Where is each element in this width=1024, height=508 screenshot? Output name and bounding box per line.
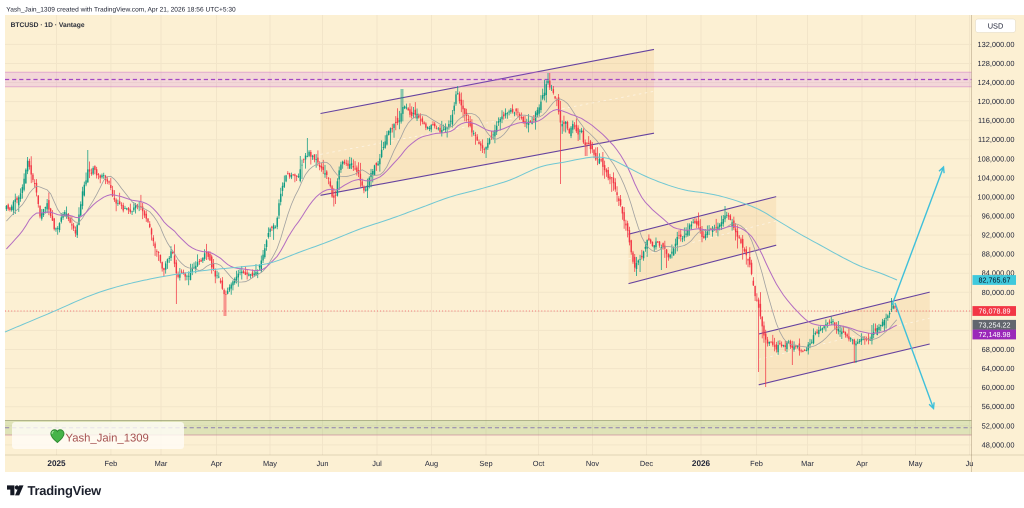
- svg-text:73,254.22: 73,254.22: [979, 320, 1011, 329]
- svg-text:80,000.00: 80,000.00: [982, 288, 1015, 297]
- svg-text:104,000.00: 104,000.00: [978, 173, 1015, 182]
- svg-text:48,000.00: 48,000.00: [982, 440, 1015, 449]
- svg-text:52,000.00: 52,000.00: [982, 421, 1015, 430]
- svg-text:Yash_Jain_1309: Yash_Jain_1309: [66, 433, 149, 445]
- svg-text:Ju: Ju: [966, 459, 974, 468]
- svg-text:Mar: Mar: [155, 459, 168, 468]
- svg-text:92,000.00: 92,000.00: [982, 231, 1015, 240]
- svg-text:Nov: Nov: [586, 459, 599, 468]
- svg-text:76,078.89: 76,078.89: [979, 307, 1011, 316]
- svg-text:88,000.00: 88,000.00: [982, 250, 1015, 259]
- svg-text:BTCUSD · 1D · Vantage: BTCUSD · 1D · Vantage: [11, 22, 85, 29]
- svg-text:Jun: Jun: [317, 459, 329, 468]
- svg-text:60,000.00: 60,000.00: [982, 383, 1015, 392]
- svg-text:Yash_Jain_1309 created with Tr: Yash_Jain_1309 created with TradingView.…: [6, 6, 236, 13]
- svg-text:Mar: Mar: [801, 459, 814, 468]
- svg-text:Sep: Sep: [479, 459, 492, 468]
- svg-text:56,000.00: 56,000.00: [982, 402, 1015, 411]
- svg-text:112,000.00: 112,000.00: [978, 135, 1014, 144]
- svg-text:Apr: Apr: [856, 459, 868, 468]
- svg-text:124,000.00: 124,000.00: [978, 78, 1015, 87]
- svg-text:120,000.00: 120,000.00: [978, 97, 1015, 106]
- svg-text:68,000.00: 68,000.00: [982, 345, 1015, 354]
- svg-text:72,148.98: 72,148.98: [979, 330, 1011, 339]
- svg-text:Jul: Jul: [372, 459, 382, 468]
- svg-text:Apr: Apr: [211, 459, 223, 468]
- svg-text:May: May: [263, 459, 277, 468]
- svg-text:100,000.00: 100,000.00: [978, 193, 1015, 202]
- svg-text:96,000.00: 96,000.00: [982, 212, 1015, 221]
- svg-text:Oct: Oct: [533, 459, 545, 468]
- svg-text:USD: USD: [988, 21, 1004, 30]
- svg-text:Feb: Feb: [750, 459, 763, 468]
- svg-text:116,000.00: 116,000.00: [978, 116, 1014, 125]
- svg-text:82,765.67: 82,765.67: [979, 276, 1011, 285]
- svg-text:May: May: [909, 459, 923, 468]
- svg-text:Aug: Aug: [425, 459, 438, 468]
- svg-text:Dec: Dec: [640, 459, 653, 468]
- svg-text:Feb: Feb: [105, 459, 118, 468]
- svg-text:108,000.00: 108,000.00: [978, 154, 1015, 163]
- svg-text:64,000.00: 64,000.00: [982, 364, 1015, 373]
- svg-text:132,000.00: 132,000.00: [978, 40, 1015, 49]
- svg-text:2026: 2026: [692, 459, 711, 468]
- svg-text:TradingView: TradingView: [28, 483, 103, 498]
- svg-text:128,000.00: 128,000.00: [978, 59, 1015, 68]
- svg-text:84,000.00: 84,000.00: [982, 269, 1015, 278]
- svg-text:2025: 2025: [47, 459, 66, 468]
